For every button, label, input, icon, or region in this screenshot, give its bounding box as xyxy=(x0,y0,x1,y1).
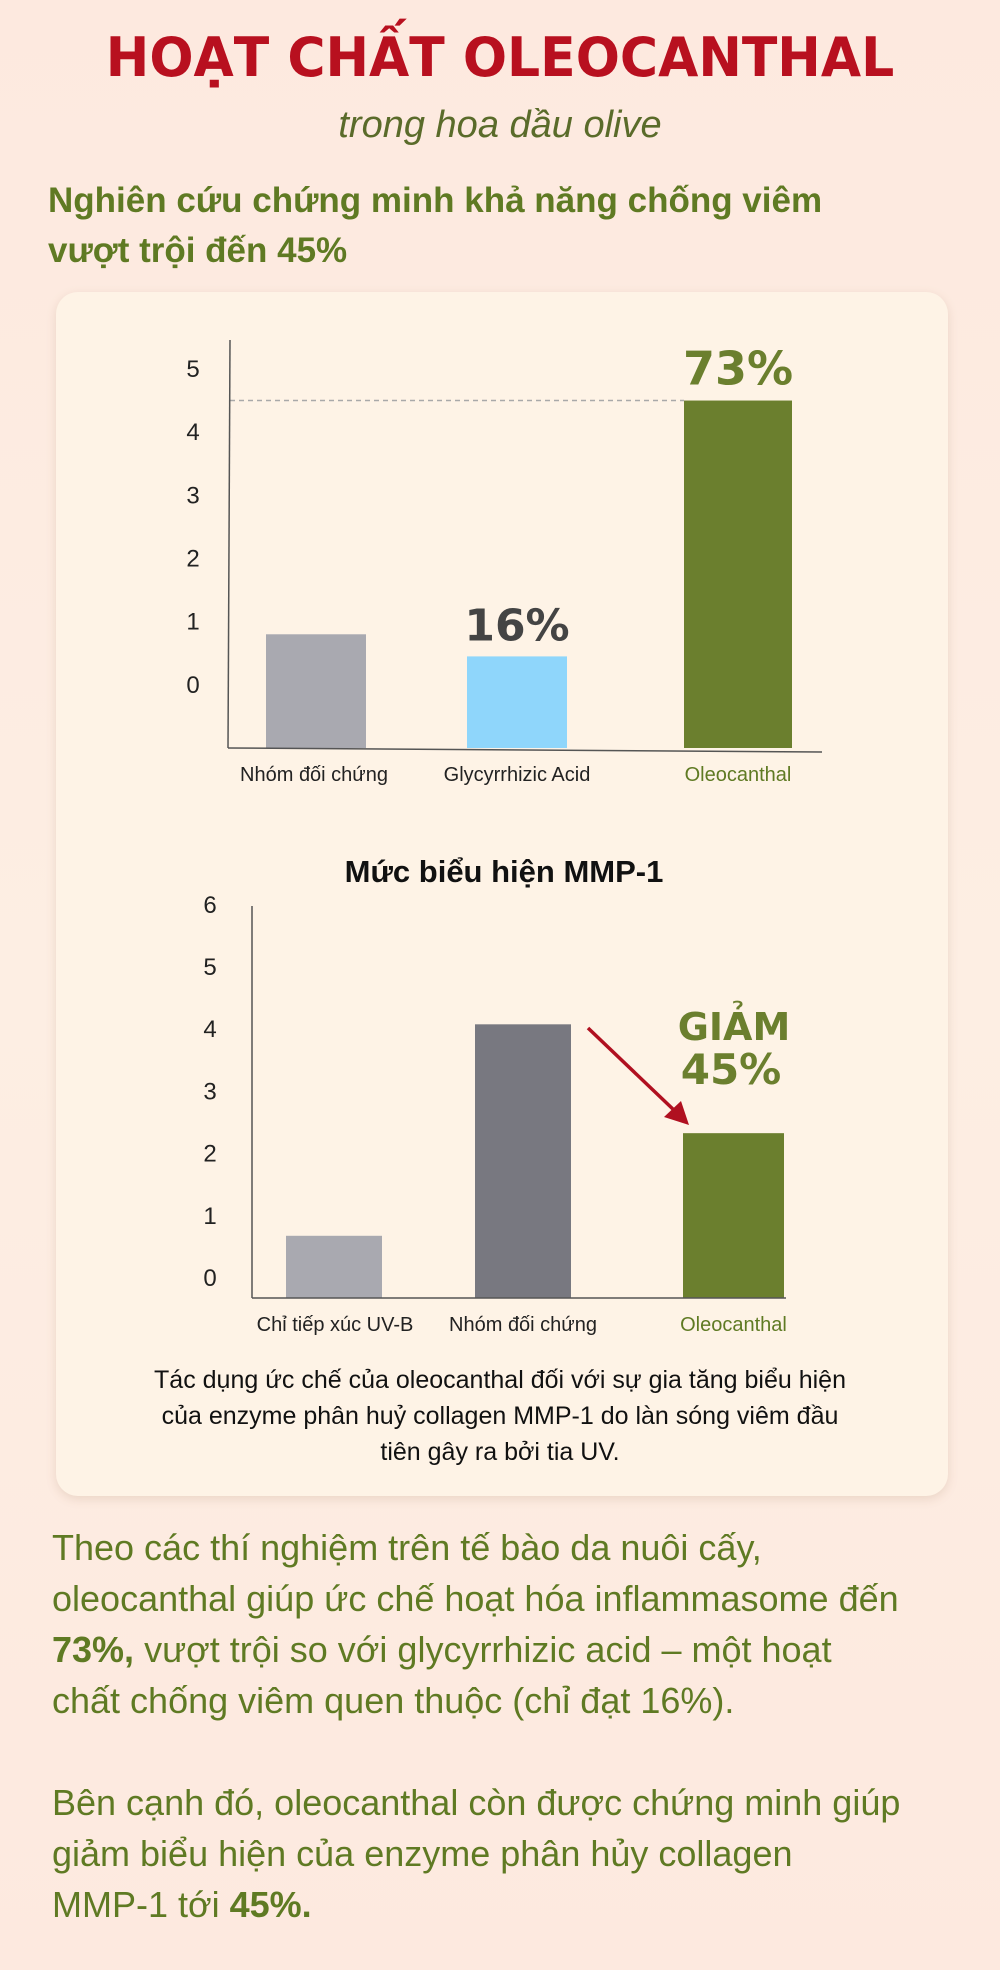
y-tick-label: 4 xyxy=(186,419,199,446)
y-tick-label: 4 xyxy=(203,1016,216,1043)
category-label-1: Nhóm đối chứng xyxy=(240,764,388,786)
data-label-2: 16% xyxy=(464,600,569,651)
headline-line-1: Nghiên cứu chứng minh khả năng chống viê… xyxy=(48,181,823,220)
decrease-arrow-head xyxy=(664,1101,689,1125)
charts-svg: 0 1 2 3 4 5 16% 73% Nhóm đối chứng Glycyrrhizic A… xyxy=(186,339,823,1336)
x-axis xyxy=(227,747,823,753)
page-title: HOẠT CHẤT OLEOCANTHAL xyxy=(105,26,895,90)
data-label-3: 73% xyxy=(683,342,793,396)
bar-2 xyxy=(475,1024,571,1298)
para1-line-1: Theo các thí nghiệm trên tế bào da nuôi … xyxy=(52,1527,762,1568)
para2-line-2: giảm biểu hiện của enzyme phân hủy colla… xyxy=(52,1833,793,1874)
category-label-3: Oleocanthal xyxy=(685,764,792,786)
caption-line-2: của enzyme phân huỷ collagen MMP-1 do là… xyxy=(161,1402,839,1430)
decrease-arrow-line xyxy=(586,1026,678,1114)
bar-2 xyxy=(467,656,567,748)
para1-highlight: 73%, xyxy=(52,1629,135,1670)
bar-1 xyxy=(266,634,366,748)
chart-caption: Tác dụng ức chế của oleocanthal đối với … xyxy=(100,1362,900,1470)
y-tick-label: 5 xyxy=(186,356,199,383)
bar-1 xyxy=(286,1235,382,1298)
para1-line-3: 73%, vượt trội so với glycyrrhizic acid … xyxy=(52,1624,972,1675)
annotation-line-1: GIẢM xyxy=(678,1001,791,1049)
body-paragraph-2: Bên cạnh đó, oleocanthal còn được chứng … xyxy=(52,1777,972,1930)
category-label-2: Glycyrrhizic Acid xyxy=(444,764,591,786)
para2-line-1: Bên cạnh đó, oleocanthal còn được chứng … xyxy=(52,1782,901,1823)
y-tick-label: 1 xyxy=(203,1203,216,1230)
para1-line-4: chất chống viêm quen thuộc (chỉ đạt 16%)… xyxy=(52,1680,735,1721)
y-tick-label: 2 xyxy=(203,1141,216,1168)
y-tick-label: 3 xyxy=(203,1078,216,1105)
y-tick-label: 0 xyxy=(186,672,199,699)
category-label-1: Chỉ tiếp xúc UV-B xyxy=(257,1314,414,1336)
caption-line-3: tiên gây ra bởi tia UV. xyxy=(380,1438,620,1466)
annotation-line-2: 45% xyxy=(681,1045,782,1094)
headline: Nghiên cứu chứng minh khả năng chống viê… xyxy=(48,176,928,276)
category-label-2: Nhóm đối chứng xyxy=(449,1314,597,1336)
para1-line-3-text: vượt trội so với glycyrrhizic acid – một… xyxy=(134,1629,832,1670)
bar-3 xyxy=(683,1133,784,1298)
y-axis xyxy=(227,339,231,749)
y-tick-label: 5 xyxy=(203,954,216,981)
body-paragraph-1: Theo các thí nghiệm trên tế bào da nuôi … xyxy=(52,1522,972,1726)
chart-title: Mức biểu hiện MMP-1 xyxy=(345,854,664,889)
para2-line-3: MMP-1 tới 45%. xyxy=(52,1879,972,1930)
page-subtitle: trong hoa dầu olive xyxy=(338,104,662,146)
caption-line-1: Tác dụng ức chế của oleocanthal đối với … xyxy=(154,1366,846,1394)
y-tick-label: 2 xyxy=(186,545,199,572)
y-tick-label: 1 xyxy=(186,609,199,636)
y-tick-label: 3 xyxy=(186,482,199,509)
para2-highlight: 45%. xyxy=(229,1884,312,1925)
category-label-3: Oleocanthal xyxy=(680,1314,787,1336)
headline-line-2: vượt trội đến 45% xyxy=(48,231,348,270)
para1-line-2: oleocanthal giúp ức chế hoạt hóa inflamm… xyxy=(52,1578,899,1619)
y-tick-label: 0 xyxy=(203,1265,216,1292)
y-tick-label: 6 xyxy=(203,892,216,919)
bar-3 xyxy=(684,400,792,748)
para2-line-3-text: MMP-1 tới xyxy=(52,1884,230,1925)
